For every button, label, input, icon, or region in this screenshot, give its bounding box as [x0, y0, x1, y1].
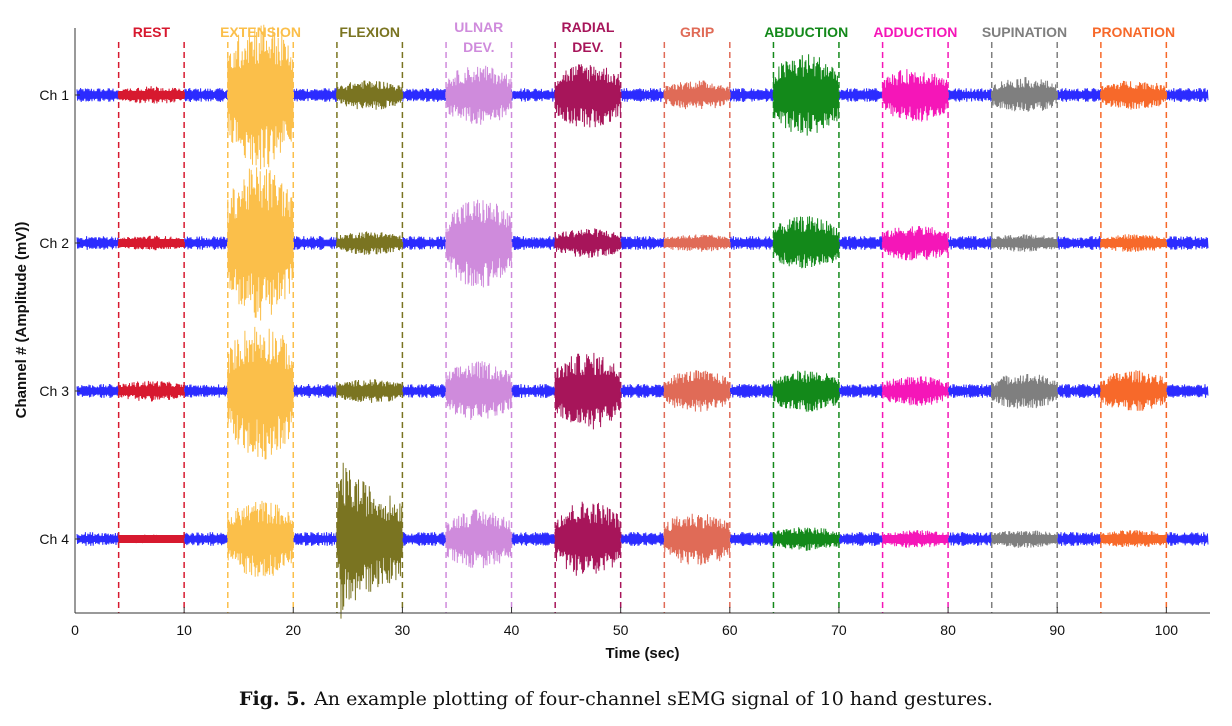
- caption-label: Fig. 5.: [239, 688, 307, 710]
- burst-rest-ch1: [118, 86, 185, 104]
- burst-supination-ch2: [991, 234, 1058, 252]
- x-tick-label-70: 70: [831, 622, 847, 638]
- burst-ulnar-ch2: [445, 199, 512, 288]
- burst-radial-ch1: [554, 64, 621, 128]
- x-tick-label-20: 20: [285, 622, 301, 638]
- burst-supination-ch3: [991, 373, 1058, 409]
- burst-supination-ch4: [991, 530, 1058, 548]
- burst-grip-ch4: [663, 513, 731, 566]
- burst-abduction-ch1: [773, 54, 840, 136]
- x-tick-label-40: 40: [504, 622, 520, 638]
- gesture-label-ulnar: ULNAR: [454, 19, 503, 35]
- gesture-label-supination: SUPINATION: [982, 24, 1067, 40]
- burst-grip-ch3: [663, 370, 731, 412]
- y-tick-label-ch3: Ch 3: [39, 383, 69, 399]
- burst-flexion-ch2: [336, 231, 403, 255]
- signal-traces: [76, 24, 1209, 619]
- gesture-boundaries: [117, 42, 1168, 613]
- burst-ulnar-ch4: [445, 509, 512, 569]
- gesture-label-abduction: ABDUCTION: [764, 24, 848, 40]
- burst-rest-ch3: [118, 380, 185, 402]
- burst-extension-ch1: [227, 24, 294, 170]
- burst-grip-ch2: [663, 234, 731, 252]
- burst-pronation-ch4: [1100, 529, 1167, 548]
- gesture-label-flexion: FLEXION: [339, 24, 400, 40]
- x-tick-label-30: 30: [395, 622, 411, 638]
- burst-ulnar-ch1: [445, 65, 512, 125]
- burst-adduction-ch1: [882, 69, 949, 122]
- burst-grip-ch1: [663, 80, 731, 110]
- burst-flexion-ch4: [336, 462, 403, 619]
- x-tick-label-100: 100: [1155, 622, 1179, 638]
- gesture-labels: REST EXTENSION FLEXION ULNAR DEV. RADIAL DEV. G…: [133, 19, 1175, 55]
- burst-pronation-ch1: [1100, 80, 1167, 110]
- gesture-label-grip: GRIP: [680, 24, 714, 40]
- x-tick-label-80: 80: [940, 622, 956, 638]
- gesture-label-radial-line2: DEV.: [572, 39, 603, 55]
- burst-extension-ch2: [227, 167, 294, 321]
- x-tick-label-50: 50: [613, 622, 629, 638]
- burst-radial-ch4: [554, 501, 621, 576]
- x-tick-label-10: 10: [176, 622, 192, 638]
- gesture-label-extension: EXTENSION: [220, 24, 301, 40]
- gesture-label-adduction: ADDUCTION: [873, 24, 957, 40]
- gesture-label-pronation: PRONATION: [1092, 24, 1175, 40]
- burst-extension-ch4: [227, 500, 294, 577]
- gesture-label-radial: RADIAL: [561, 19, 614, 35]
- y-tick-label-ch1: Ch 1: [39, 87, 69, 103]
- burst-pronation-ch3: [1100, 370, 1167, 411]
- x-tick-label-0: 0: [71, 622, 79, 638]
- x-axis-label: Time (sec): [606, 645, 680, 662]
- y-axis-label: Channel # (Amplitude (mV)): [13, 222, 30, 419]
- burst-rest-ch4: [118, 534, 185, 544]
- burst-radial-ch2: [554, 228, 621, 258]
- burst-abduction-ch2: [773, 216, 840, 269]
- burst-adduction-ch3: [882, 376, 949, 406]
- burst-adduction-ch4: [882, 530, 949, 548]
- x-tick-label-90: 90: [1049, 622, 1065, 638]
- burst-radial-ch3: [554, 352, 621, 430]
- y-tick-label-ch4: Ch 4: [39, 531, 69, 547]
- burst-adduction-ch2: [882, 226, 949, 261]
- burst-extension-ch3: [227, 326, 294, 460]
- y-tick-label-ch2: Ch 2: [39, 235, 69, 251]
- burst-ulnar-ch3: [445, 361, 512, 421]
- burst-rest-ch2: [118, 235, 185, 251]
- gesture-label-ulnar-line2: DEV.: [463, 39, 494, 55]
- burst-abduction-ch4: [773, 527, 840, 551]
- axes: 0 10 20 30 40 50 60 70 80 90 100 Ch 1 Ch 2 Ch 3 Ch 4 Ti…: [13, 28, 1210, 662]
- caption-text: An example plotting of four-channel sEMG…: [314, 688, 993, 710]
- semg-chart: REST EXTENSION FLEXION ULNAR DEV. RADIAL DEV. G…: [13, 19, 1210, 662]
- burst-supination-ch1: [991, 77, 1058, 112]
- burst-abduction-ch3: [773, 370, 840, 412]
- burst-flexion-ch1: [336, 80, 403, 110]
- figure-caption: Fig. 5. An example plotting of four-chann…: [0, 688, 1232, 710]
- x-tick-label-60: 60: [722, 622, 738, 638]
- burst-pronation-ch2: [1100, 234, 1167, 252]
- burst-flexion-ch3: [336, 379, 403, 403]
- gesture-label-rest: REST: [133, 24, 171, 40]
